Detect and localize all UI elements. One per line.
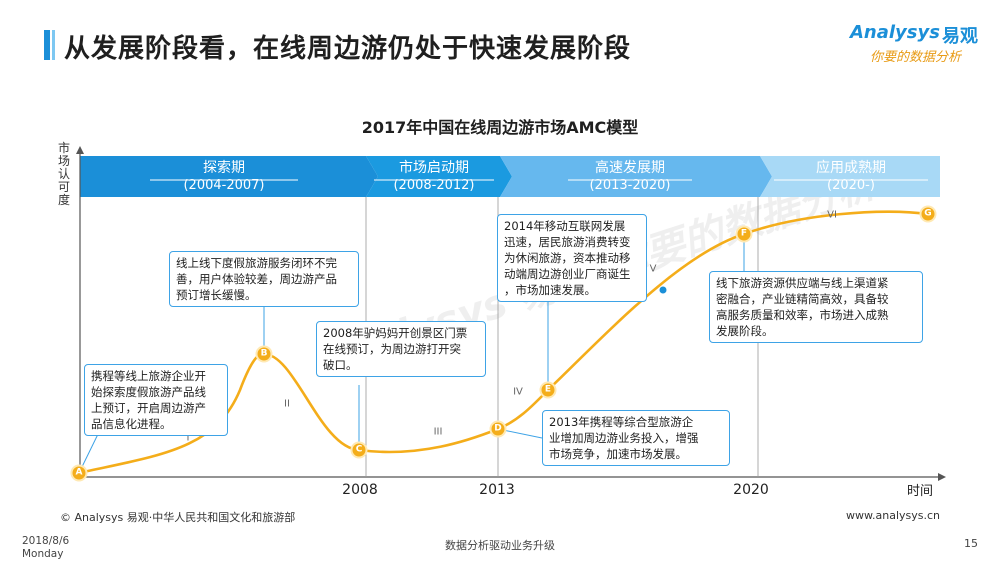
logo-english: Analysys xyxy=(850,22,940,43)
phase-name: 市场启动期 xyxy=(399,160,469,176)
x-axis-arrow xyxy=(938,473,946,481)
point-d: D xyxy=(489,420,507,438)
footer-date-value: 2018/8/6 xyxy=(22,535,70,547)
callout-line: 上预订，开启周边游产 xyxy=(91,401,206,415)
page-number: 15 xyxy=(964,537,978,550)
callout-line: 2013年携程等综合型旅游企 xyxy=(549,415,694,429)
callout-line: 善，用户体验较差，周边游产品 xyxy=(176,272,337,286)
point-g: G xyxy=(919,205,937,223)
y-axis-arrow xyxy=(76,146,84,154)
callout-point-f: 线下旅游资源供应端与线上渠道紧 密融合，产业链精简高效，具备较 高服务质量和效率… xyxy=(709,271,923,343)
callout-line: 市场竞争，加速市场发展。 xyxy=(549,447,687,461)
x-tick-2020: 2020 xyxy=(733,482,769,498)
phase-banner-segment xyxy=(80,156,378,197)
analysys-logo: Analysys 易观 你要的数据分析 xyxy=(850,22,980,66)
callout-line: ，市场加速发展。 xyxy=(504,283,596,297)
callout-point-e: 2014年移动互联网发展 迅速，居民旅游消费转变 为休闲旅游，资本推动移 动端周… xyxy=(497,214,647,302)
stage-label: II xyxy=(284,398,290,410)
x-tick-2013: 2013 xyxy=(479,482,515,498)
title-accent-bar-light xyxy=(52,30,55,60)
phase-startup: 市场启动期 (2008-2012) xyxy=(374,160,494,194)
point-a: A xyxy=(70,464,88,482)
callout-line: 高服务质量和效率，市场进入成熟 xyxy=(716,308,889,322)
callout-line: 预订增长缓慢。 xyxy=(176,288,257,302)
callout-point-d: 2013年携程等综合型旅游企 业增加周边游业务投入，增强 市场竞争，加速市场发展… xyxy=(542,410,730,466)
phase-years: (2008-2012) xyxy=(393,178,475,193)
callout-line: 动端周边游创业厂商诞生 xyxy=(504,267,631,281)
phase-maturity: 应用成熟期 (2020-) xyxy=(774,160,928,194)
callout-line: 携程等线上旅游企业开 xyxy=(91,369,206,383)
point-c: C xyxy=(350,441,368,459)
footer-website: www.analysys.cn xyxy=(846,509,940,522)
callout-line: 2014年移动互联网发展 xyxy=(504,219,626,233)
page-title: 从发展阶段看，在线周边游仍处于快速发展阶段 xyxy=(64,34,632,64)
phase-years: (2020-) xyxy=(827,178,875,193)
stage-label: IV xyxy=(513,386,523,398)
callout-line: 发展阶段。 xyxy=(716,324,774,338)
x-tick-2008: 2008 xyxy=(342,482,378,498)
point-b: B xyxy=(255,345,273,363)
phase-years: (2004-2007) xyxy=(183,178,265,193)
footer-date: 2018/8/6 Monday xyxy=(22,535,69,561)
phase-name: 应用成熟期 xyxy=(816,160,886,176)
callout-point-a: 携程等线上旅游企业开 始探索度假旅游产品线 上预订，开启周边游产 品信息化进程。 xyxy=(84,364,228,436)
y-axis-label: 市场认可度 xyxy=(58,141,71,207)
footer-weekday: Monday xyxy=(22,548,64,560)
callout-line: 线下旅游资源供应端与线上渠道紧 xyxy=(716,276,889,290)
stage-label: III xyxy=(433,426,443,438)
point-f: F xyxy=(735,225,753,243)
callout-line: 迅速，居民旅游消费转变 xyxy=(504,235,631,249)
phase-banner-segment xyxy=(366,156,512,197)
callout-point-b: 线上线下度假旅游服务闭环不完 善，用户体验较差，周边游产品 预订增长缓慢。 xyxy=(169,251,359,307)
callout-line: 2008年驴妈妈开创景区门票 xyxy=(323,326,468,340)
phase-exploration: 探索期 (2004-2007) xyxy=(150,160,298,194)
title-accent-bar xyxy=(44,30,50,60)
logo-slogan: 你要的数据分析 xyxy=(870,50,962,65)
phase-years: (2013-2020) xyxy=(589,178,671,193)
footer-slogan: 数据分析驱动业务升级 xyxy=(445,539,555,552)
stage-label: I xyxy=(186,432,190,444)
callout-line: 线上线下度假旅游服务闭环不完 xyxy=(176,256,337,270)
phase-banner-segment xyxy=(760,156,940,197)
phase-banner-segment xyxy=(500,156,772,197)
callout-line: 在线预订，为周边游打开突 xyxy=(323,342,461,356)
callout-line: 始探索度假旅游产品线 xyxy=(91,385,206,399)
stage-label: VI xyxy=(827,209,837,221)
phase-rapid-growth: 高速发展期 (2013-2020) xyxy=(568,160,692,194)
callout-line: 为休闲旅游，资本推动移 xyxy=(504,251,631,265)
x-axis-label: 时间 xyxy=(907,484,934,499)
inflection-point xyxy=(659,286,667,294)
stage-label: V xyxy=(649,263,657,275)
callout-point-c: 2008年驴妈妈开创景区门票 在线预订，为周边游打开突 破口。 xyxy=(316,321,486,377)
footer-source: © Analysys 易观·中华人民共和国文化和旅游部 xyxy=(60,511,296,524)
callout-line: 品信息化进程。 xyxy=(91,417,172,431)
logo-chinese: 易观 xyxy=(942,26,978,47)
point-e: E xyxy=(539,381,557,399)
callout-line: 密融合，产业链精简高效，具备较 xyxy=(716,292,889,306)
chart-title: 2017年中国在线周边游市场AMC模型 xyxy=(361,118,639,137)
phase-name: 高速发展期 xyxy=(595,160,665,176)
phase-name: 探索期 xyxy=(203,160,245,176)
callout-line: 业增加周边游业务投入，增强 xyxy=(549,431,699,445)
callout-line: 破口。 xyxy=(323,358,358,372)
